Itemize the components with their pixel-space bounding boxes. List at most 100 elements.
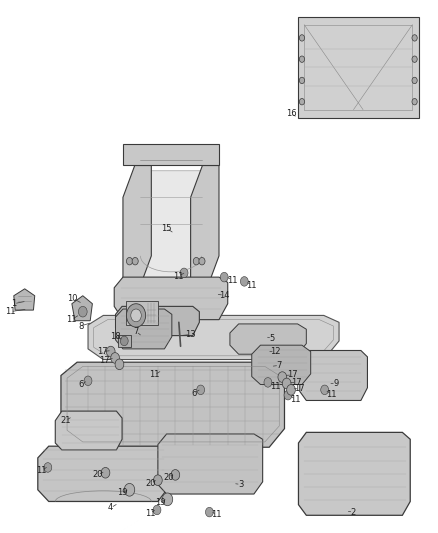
Circle shape: [162, 493, 173, 506]
Text: 11: 11: [145, 508, 155, 518]
Text: 17: 17: [99, 356, 110, 365]
Circle shape: [299, 99, 304, 105]
Text: 17: 17: [294, 384, 305, 393]
Circle shape: [412, 56, 417, 62]
Circle shape: [193, 257, 199, 265]
Text: 11: 11: [36, 466, 47, 475]
Circle shape: [299, 77, 304, 84]
Text: 11: 11: [290, 395, 301, 404]
Circle shape: [171, 470, 180, 480]
Text: 11: 11: [247, 280, 257, 289]
Text: 11: 11: [271, 382, 281, 391]
Polygon shape: [297, 17, 419, 118]
Circle shape: [199, 257, 205, 265]
Circle shape: [287, 384, 295, 395]
Circle shape: [44, 463, 52, 472]
Circle shape: [131, 309, 141, 322]
Circle shape: [120, 336, 128, 346]
Polygon shape: [252, 345, 311, 384]
Text: 15: 15: [161, 224, 172, 233]
Polygon shape: [298, 432, 410, 515]
Polygon shape: [72, 296, 92, 321]
Text: 16: 16: [286, 109, 297, 118]
Circle shape: [321, 385, 328, 394]
Polygon shape: [123, 165, 151, 288]
Circle shape: [132, 257, 138, 265]
Circle shape: [220, 272, 228, 282]
Circle shape: [412, 77, 417, 84]
Circle shape: [111, 353, 120, 364]
Circle shape: [84, 376, 92, 385]
Text: 9: 9: [333, 379, 339, 388]
Text: 7: 7: [276, 361, 282, 370]
Polygon shape: [114, 277, 228, 320]
Text: 11: 11: [149, 370, 159, 379]
Circle shape: [78, 306, 87, 317]
Polygon shape: [116, 309, 172, 349]
Polygon shape: [38, 446, 169, 502]
Circle shape: [115, 359, 124, 369]
Text: 19: 19: [155, 498, 166, 507]
Polygon shape: [158, 434, 263, 494]
Circle shape: [124, 483, 135, 496]
Text: 2: 2: [351, 507, 356, 516]
Text: 20: 20: [92, 471, 103, 479]
Text: 20: 20: [163, 473, 174, 481]
Circle shape: [180, 268, 188, 278]
Polygon shape: [127, 301, 158, 325]
Circle shape: [153, 505, 161, 515]
Circle shape: [283, 378, 291, 389]
Polygon shape: [14, 289, 35, 310]
Polygon shape: [116, 306, 199, 336]
Text: 11: 11: [227, 276, 237, 285]
Text: 10: 10: [67, 294, 78, 303]
Polygon shape: [88, 316, 339, 360]
Text: 20: 20: [146, 479, 156, 488]
Polygon shape: [55, 411, 122, 450]
Circle shape: [127, 257, 133, 265]
Text: 5: 5: [270, 334, 275, 343]
Circle shape: [127, 304, 146, 327]
Text: 19: 19: [117, 488, 127, 497]
Text: 17: 17: [97, 347, 107, 356]
Text: 8: 8: [78, 321, 83, 330]
Polygon shape: [118, 335, 131, 348]
Text: 18: 18: [110, 332, 120, 341]
Text: 11: 11: [212, 510, 222, 519]
Text: 11: 11: [5, 307, 16, 316]
Text: 14: 14: [219, 290, 230, 300]
Polygon shape: [123, 144, 219, 165]
Circle shape: [299, 35, 304, 41]
Polygon shape: [300, 351, 367, 400]
Text: 6: 6: [79, 380, 84, 389]
Circle shape: [240, 277, 248, 286]
Text: 12: 12: [270, 347, 280, 356]
Circle shape: [106, 346, 115, 357]
Text: 1: 1: [11, 299, 16, 308]
Text: 13: 13: [185, 330, 196, 339]
Polygon shape: [61, 362, 285, 447]
Text: 17: 17: [287, 370, 298, 379]
Circle shape: [412, 99, 417, 105]
Text: 7: 7: [133, 327, 139, 336]
Text: 6: 6: [191, 389, 196, 398]
Circle shape: [299, 56, 304, 62]
Text: 11: 11: [66, 315, 77, 324]
Circle shape: [264, 377, 272, 387]
Text: 17: 17: [291, 378, 302, 387]
Circle shape: [412, 35, 417, 41]
Text: 4: 4: [108, 503, 113, 512]
Text: 3: 3: [238, 480, 244, 489]
Polygon shape: [230, 324, 306, 354]
Circle shape: [101, 467, 110, 478]
Text: 21: 21: [60, 416, 71, 425]
Polygon shape: [135, 171, 202, 277]
Circle shape: [197, 385, 205, 394]
Text: 11: 11: [173, 272, 184, 280]
Polygon shape: [191, 165, 219, 288]
Circle shape: [278, 372, 287, 382]
Text: 11: 11: [326, 390, 337, 399]
Circle shape: [284, 390, 292, 400]
Circle shape: [205, 507, 213, 517]
Circle shape: [153, 475, 162, 486]
